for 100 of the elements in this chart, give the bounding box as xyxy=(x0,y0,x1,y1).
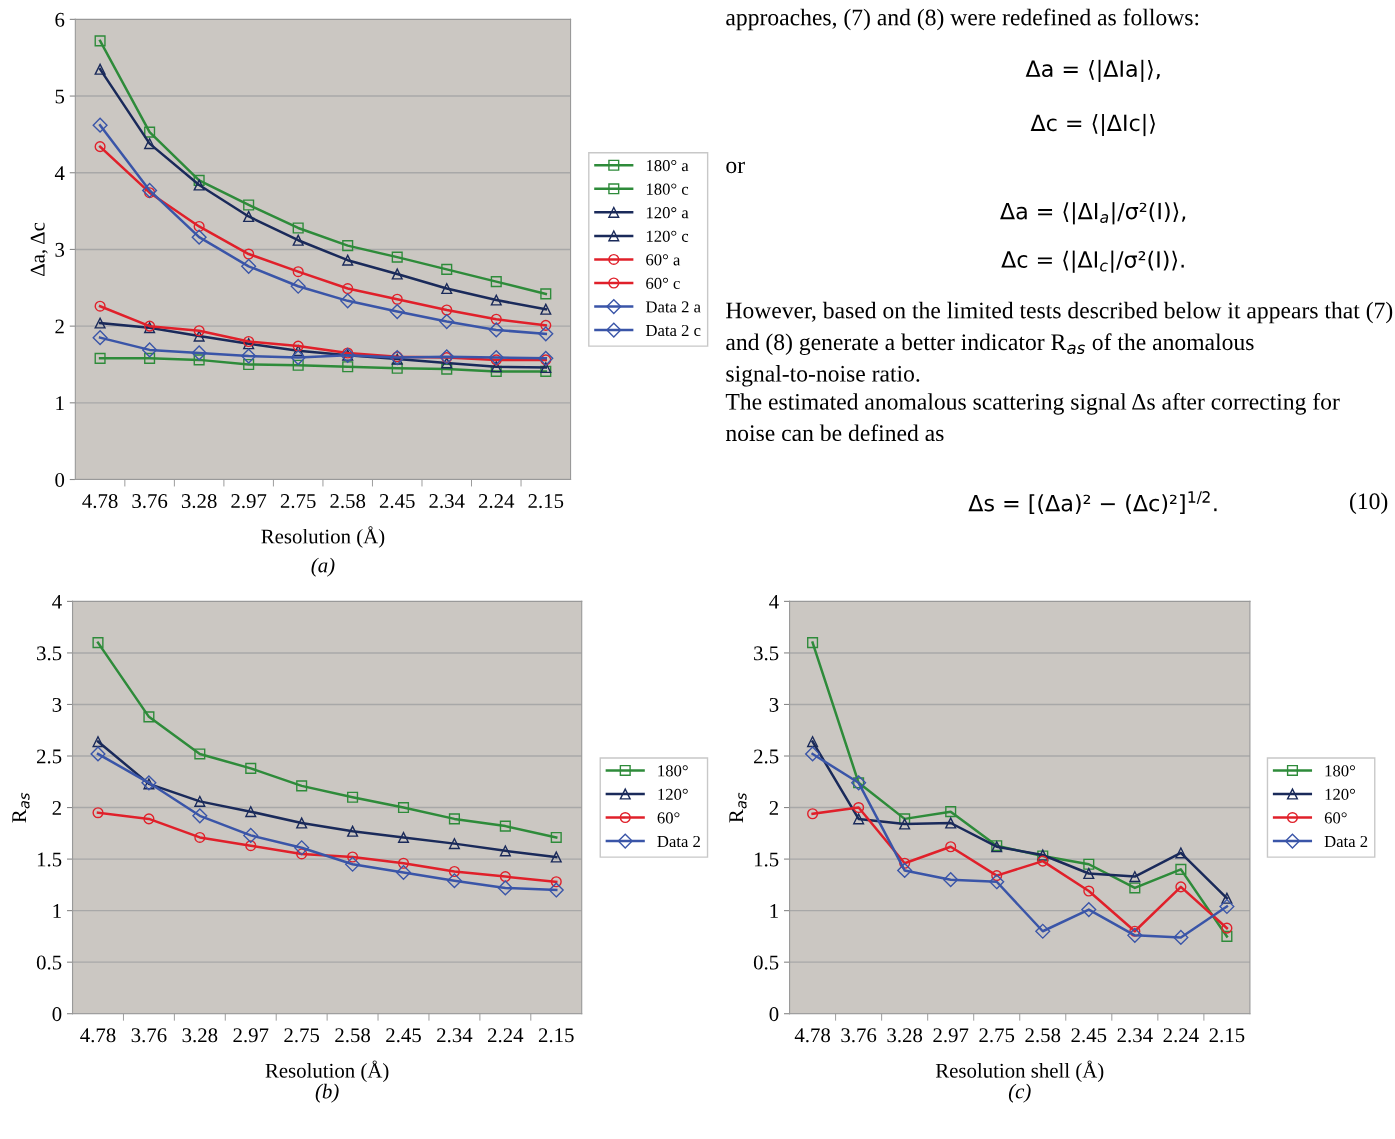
point xyxy=(1129,882,1141,894)
point xyxy=(193,179,205,191)
point xyxy=(540,288,552,300)
x-tick-label: 4.78 xyxy=(80,1028,116,1043)
point xyxy=(945,841,957,853)
point xyxy=(550,876,562,888)
point xyxy=(92,637,104,649)
x-tick-label: 4.78 xyxy=(794,1028,831,1043)
point xyxy=(853,801,865,814)
x-axis-title: Resolution shell (Å) xyxy=(935,1060,1104,1082)
point xyxy=(448,838,460,850)
point xyxy=(292,359,304,371)
point xyxy=(540,303,552,315)
point xyxy=(193,354,205,366)
x-tick-label: 2.45 xyxy=(1071,1028,1107,1043)
point xyxy=(94,63,106,75)
x-tick-label: 2.58 xyxy=(335,1028,371,1043)
point xyxy=(499,845,511,857)
point xyxy=(448,865,460,878)
point xyxy=(192,808,208,824)
point xyxy=(448,813,460,825)
point xyxy=(490,365,502,377)
point xyxy=(897,862,913,878)
y-tick-label: 4 xyxy=(52,594,62,609)
y-tick-label: 1.5 xyxy=(754,852,779,867)
point xyxy=(439,313,455,330)
point xyxy=(342,361,354,373)
x-tick-label: 3.76 xyxy=(841,1028,877,1043)
legend-label: 180° xyxy=(658,765,688,777)
x-tick-label: 3.28 xyxy=(182,1028,218,1043)
point xyxy=(441,263,453,275)
text: (a) xyxy=(311,557,335,577)
point xyxy=(389,303,405,320)
text: or xyxy=(726,161,745,174)
x-tick-label: 2.24 xyxy=(478,494,515,509)
legend-label: Data 2 c xyxy=(645,324,701,337)
legend-label: 180° a xyxy=(646,159,689,172)
point xyxy=(441,357,453,369)
y-tick-label: 2 xyxy=(769,800,778,815)
y-axis-title: R$_{as}$ xyxy=(729,792,747,823)
point xyxy=(391,251,403,263)
y-tick-label: 2.5 xyxy=(37,749,62,764)
point xyxy=(347,851,359,863)
legend-label: 180° xyxy=(1325,765,1355,777)
x-tick-label: 2.24 xyxy=(1163,1028,1199,1043)
point xyxy=(92,736,104,748)
point xyxy=(1037,855,1049,867)
point xyxy=(391,268,403,280)
text: The estimated anomalous scattering signal Δs after correcting for noise can be defined as xyxy=(725,392,1340,442)
text: (10) xyxy=(1350,492,1388,515)
point xyxy=(243,827,259,843)
x-tick-label: 2.75 xyxy=(280,494,316,509)
legend-label: 120° c xyxy=(646,230,689,242)
x-tick-label: 2.97 xyxy=(233,1028,269,1043)
y-axis-title: Δa, Δc xyxy=(30,222,48,276)
y-tick-label: 2 xyxy=(52,800,61,815)
point xyxy=(142,342,158,358)
x-tick-label: 3.76 xyxy=(131,1028,167,1043)
x-tick-label: 2.34 xyxy=(437,1028,473,1043)
point xyxy=(490,361,502,373)
point xyxy=(243,248,255,260)
x-tick-label: 3.28 xyxy=(887,1028,923,1043)
point xyxy=(1173,929,1189,946)
x-tick-label: 2.97 xyxy=(933,1028,969,1043)
text: (c) xyxy=(1008,1083,1031,1103)
legend-label: Data 2 xyxy=(1324,835,1368,848)
point xyxy=(296,780,308,792)
legend-label: 120° xyxy=(1325,788,1355,800)
point xyxy=(345,856,361,872)
point xyxy=(294,840,310,856)
point xyxy=(1083,858,1095,870)
point xyxy=(550,831,562,844)
point xyxy=(243,199,255,211)
text: (b) xyxy=(315,1083,339,1103)
point xyxy=(1221,930,1233,942)
x-tick-label: 2.34 xyxy=(1117,1028,1153,1043)
point xyxy=(490,294,502,306)
point xyxy=(292,345,304,357)
text: Δc = ⟨|ΔI$_{c}$|/σ²(I)⟩. xyxy=(1001,250,1184,273)
y-tick-label: 2 xyxy=(55,319,64,334)
point xyxy=(143,711,155,723)
point xyxy=(499,820,511,832)
text: However, based on the limited tests described below it appears that (7) and (8) generate a better indicator R$_{as}$ of the anomalous signal-to-noise ratio. xyxy=(726,301,1393,387)
point xyxy=(94,300,106,312)
point xyxy=(497,880,513,896)
point xyxy=(142,182,158,198)
point xyxy=(292,340,304,352)
point xyxy=(1221,892,1233,904)
point xyxy=(1175,847,1187,859)
point xyxy=(94,35,106,47)
x-tick-label: 2.75 xyxy=(979,1028,1015,1043)
point xyxy=(292,222,304,234)
legend-label: Data 2 xyxy=(657,835,700,848)
point xyxy=(853,813,865,825)
point xyxy=(488,350,504,366)
y-tick-label: 4 xyxy=(54,166,65,180)
point xyxy=(441,282,453,295)
legend-label: 120° xyxy=(658,788,688,800)
point xyxy=(1175,863,1187,875)
y-tick-label: 6 xyxy=(55,12,65,27)
